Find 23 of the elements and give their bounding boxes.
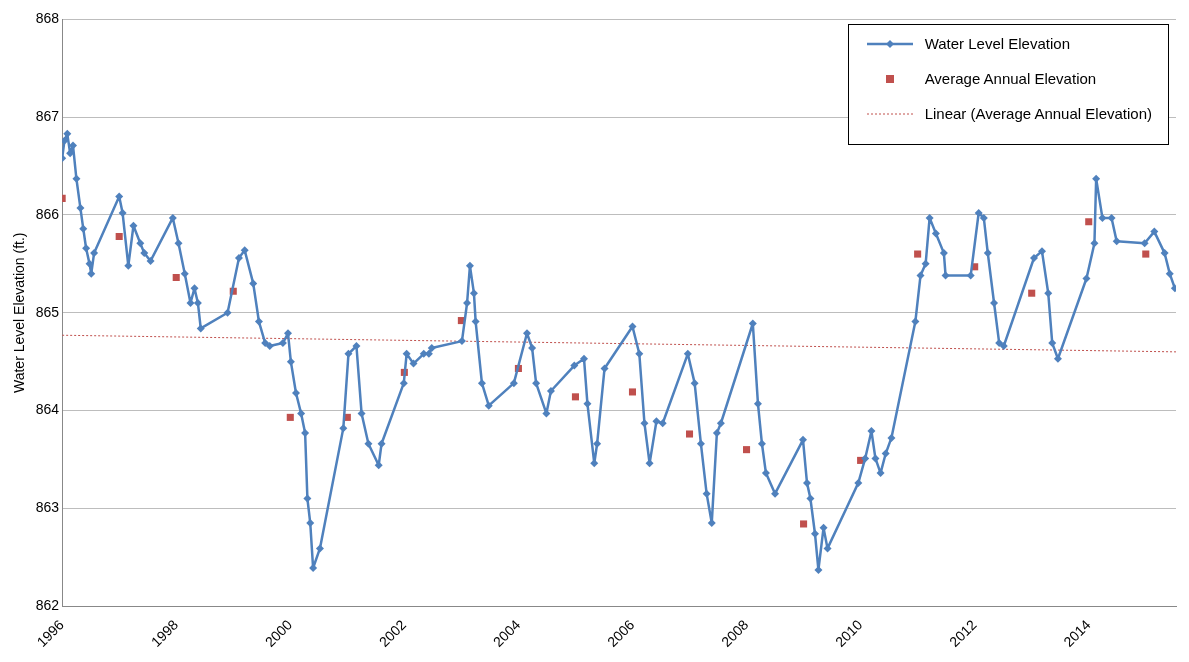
point [115,232,123,241]
legend-label: Linear (Average Annual Elevation) [924,105,1152,122]
point [743,446,751,454]
point [1085,218,1093,226]
point [800,520,808,528]
point [685,430,694,438]
point [914,250,922,258]
y-tick-label: 866 [35,205,60,222]
y-tick-label: 864 [35,401,60,418]
point [571,393,579,401]
y-tick-label: 867 [35,108,60,125]
legend-label: Water Level Elevation [924,35,1070,52]
point [1028,289,1036,297]
point [1142,250,1150,258]
y-tick-label: 862 [35,596,60,613]
point [286,413,294,421]
point [172,274,180,282]
y-tick-label: 868 [35,10,60,27]
y-tick-label: 863 [35,499,60,516]
y-axis-title: Water Level Elevation (ft.) [11,232,28,394]
point [628,388,637,396]
legend-label: Average Annual Elevation [924,70,1097,87]
y-tick-label: 865 [35,303,60,320]
